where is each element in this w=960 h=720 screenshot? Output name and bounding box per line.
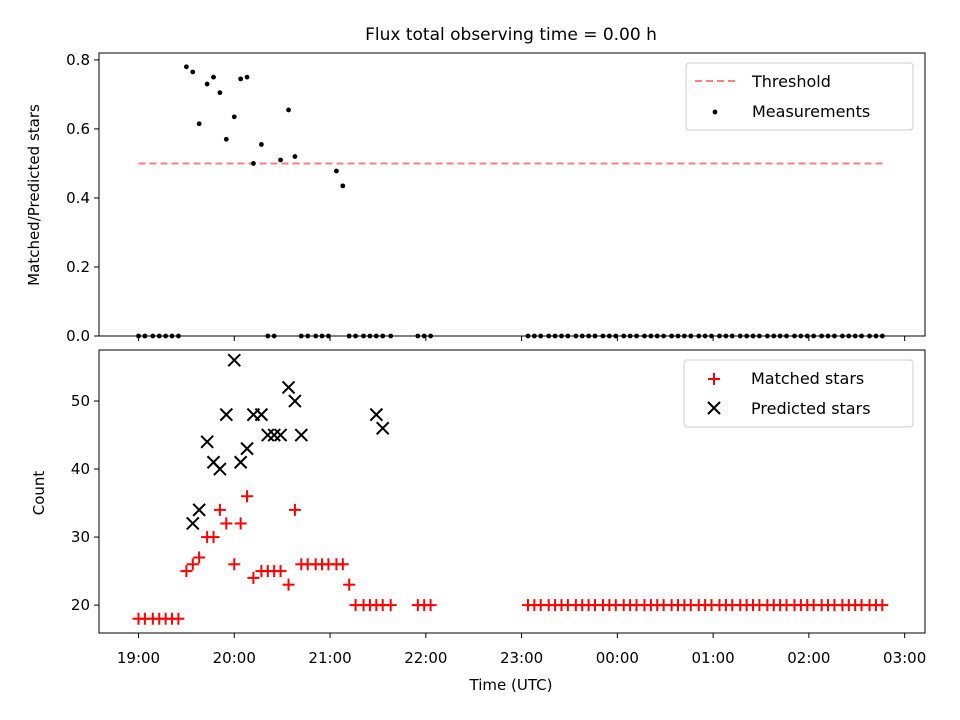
matched-legend-swatch (708, 373, 720, 385)
matched-star-point (241, 490, 254, 503)
predicted-star-point (186, 516, 200, 531)
measurement-point (204, 81, 210, 87)
matched-star-point (343, 578, 356, 591)
bottom-panel: 20 30 40 50 19:00 20:00 21:00 22:00 23:00 00:00 0… (30, 349, 926, 694)
top-y-axis-label: Matched/Predicted stars (25, 104, 43, 286)
top-x-ticks (138, 336, 906, 341)
predicted-star-point (294, 428, 309, 442)
measurements-legend-label: Measurements (752, 102, 870, 121)
x-tick-label: 00:00 (596, 649, 639, 667)
predicted-star-point (200, 435, 214, 449)
matched-star-point (220, 517, 233, 530)
top-y-tick-label: 0.4 (66, 189, 90, 207)
top-legend-box (685, 62, 914, 131)
x-tick-label: 19:00 (117, 649, 160, 667)
measurement-point (238, 76, 244, 82)
measurement-point (183, 64, 189, 70)
matched-star-point (876, 599, 889, 612)
matched-legend-label: Matched stars (751, 369, 864, 388)
measurement-point (340, 183, 346, 189)
predicted-legend-swatch (707, 401, 721, 415)
top-y-tick-label: 0.2 (66, 258, 90, 276)
bottom-axes-frame (98, 349, 926, 634)
measurement-point (231, 114, 237, 120)
matched-star-point (228, 558, 241, 571)
measurement-point (190, 69, 196, 75)
matched-star-point (384, 599, 397, 612)
matched-star-point (207, 531, 220, 544)
bottom-y-tick-label: 30 (71, 528, 90, 546)
top-y-axis: 0.0 0.2 0.4 0.6 0.8 (66, 51, 99, 345)
x-tick-label: 02:00 (787, 649, 830, 667)
matched-star-point (247, 571, 260, 584)
bottom-y-tick-label: 20 (71, 596, 90, 614)
predicted-star-point (288, 394, 302, 408)
measurement-point (196, 121, 202, 127)
matched-star-point (424, 599, 437, 612)
matched-star-point (180, 565, 193, 578)
predicted-star-point (254, 407, 269, 422)
measurement-point (217, 90, 223, 96)
predicted-star-point (261, 428, 275, 442)
predicted-star-point (376, 421, 390, 435)
bottom-y-tick-label: 50 (71, 392, 90, 410)
measurement-point (278, 157, 283, 163)
x-tick-label: 01:00 (691, 649, 734, 667)
bottom-y-tick-label: 40 (71, 460, 90, 478)
matched-star-point (186, 558, 199, 571)
matched-star-point (193, 551, 206, 564)
top-plot-area (136, 64, 886, 339)
matched-star-point (213, 503, 226, 516)
predicted-star-point (281, 380, 296, 395)
threshold-legend-label: Threshold (751, 72, 831, 91)
predicted-star-point (369, 407, 384, 422)
top-legend: Threshold Measurements (685, 62, 914, 131)
bottom-y-axis: 20 30 40 50 (71, 392, 99, 614)
predicted-star-point (240, 441, 254, 456)
bottom-legend: Matched stars Predicted stars (683, 359, 914, 428)
measurements-legend-swatch (712, 109, 718, 115)
predicted-star-point (233, 455, 248, 469)
predicted-star-point (273, 428, 288, 442)
chart-title: Flux total observing time = 0.00 h (365, 25, 657, 45)
predicted-star-point (219, 407, 233, 422)
x-tick-label: 22:00 (404, 649, 447, 667)
predicted-star-point (192, 503, 206, 517)
top-panel: 0.00.20.40.60.8 Matched/Predicted stars … (25, 51, 926, 345)
matched-star-point (234, 517, 247, 530)
x-tick-label: 23:00 (500, 649, 543, 667)
predicted-star-point (227, 353, 241, 367)
bottom-legend-box (683, 359, 914, 428)
bottom-x-axis: 19:00 20:00 21:00 22:00 23:00 00:00 01:00 02:00… (117, 633, 926, 667)
top-y-tick-label: 0.0 (66, 327, 90, 345)
x-tick-label: 03:00 (883, 649, 926, 667)
predicted-star-point (213, 462, 227, 476)
x-axis-label: Time (UTC) (469, 676, 553, 694)
top-y-tick-label: 0.8 (66, 51, 90, 69)
x-tick-label: 21:00 (308, 649, 351, 667)
matched-star-point (336, 558, 349, 571)
bottom-y-axis-label: Count (30, 471, 48, 516)
measurement-point (223, 136, 229, 142)
top-axes-frame (98, 52, 926, 337)
predicted-legend-label: Predicted stars (751, 399, 871, 418)
measurement-point (286, 107, 291, 113)
x-tick-label: 20:00 (213, 649, 256, 667)
measurement-point (244, 74, 250, 80)
bottom-plot-area (132, 353, 889, 625)
matched-star-point (172, 612, 185, 625)
matched-star-point (288, 503, 301, 516)
measurement-point (251, 161, 256, 166)
measurement-point (292, 154, 298, 159)
measurement-point (334, 168, 339, 174)
measurement-point (211, 74, 216, 80)
predicted-star-point (267, 428, 281, 442)
matched-star-point (282, 578, 295, 591)
matched-star-point (274, 565, 287, 578)
measurement-point (259, 142, 264, 147)
top-y-tick-label: 0.6 (66, 120, 90, 138)
